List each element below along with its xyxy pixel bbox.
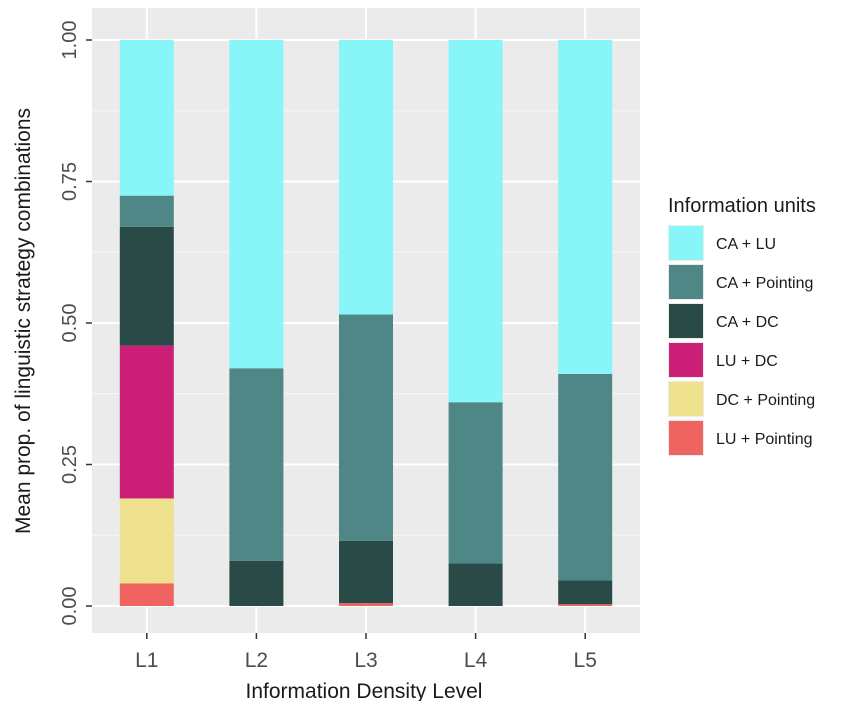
legend-label: LU + DC xyxy=(716,353,778,370)
y-tick-label: 0.75 xyxy=(59,162,81,201)
x-tick-label: L4 xyxy=(464,649,488,672)
legend-swatch xyxy=(669,265,703,299)
legend-label: CA + Pointing xyxy=(716,275,813,292)
legend-swatch xyxy=(669,421,703,455)
bar-segment xyxy=(558,373,613,581)
x-tick-label: L5 xyxy=(574,649,597,672)
bar-segment xyxy=(119,195,174,227)
bar-segment xyxy=(119,345,174,499)
legend-label: DC + Pointing xyxy=(716,392,815,409)
y-tick-label: 0.00 xyxy=(59,587,81,626)
legend-title: Information units xyxy=(668,195,816,217)
x-axis-title: Information Density Level xyxy=(246,680,483,701)
bar-segment xyxy=(229,368,284,561)
y-tick-label: 0.50 xyxy=(59,304,81,343)
bar-segment xyxy=(339,314,393,541)
x-tick-label: L3 xyxy=(354,649,377,672)
bar-segment xyxy=(448,402,503,564)
legend-swatch xyxy=(669,226,703,260)
bar-segment xyxy=(119,40,174,196)
bars xyxy=(119,40,613,606)
legend-swatch xyxy=(669,343,703,377)
legend-label: LU + Pointing xyxy=(716,431,813,448)
legend-label: CA + DC xyxy=(716,314,779,331)
legend-swatch xyxy=(669,304,703,338)
bar-segment xyxy=(229,560,284,606)
bar-segment xyxy=(229,40,284,369)
bar-segment xyxy=(558,580,613,605)
bar-segment xyxy=(339,40,393,315)
bar-segment xyxy=(448,40,503,403)
bar-segment xyxy=(558,604,613,606)
x-tick-label: L2 xyxy=(245,649,268,672)
bar-segment xyxy=(119,226,174,346)
y-axis: 0.00 0.25 0.50 0.75 1.00 xyxy=(59,21,92,626)
bar-segment xyxy=(119,498,174,584)
legend: Information units CA + LU CA + Pointing CA… xyxy=(668,195,816,456)
bar-segment xyxy=(339,603,393,606)
y-tick-label: 1.00 xyxy=(59,21,81,60)
x-tick-label: L1 xyxy=(135,649,158,672)
bar-segment xyxy=(558,40,613,374)
y-axis-title: Mean prop. of linguistic strategy combin… xyxy=(12,108,35,534)
x-axis: L1 L2 L3 L4 L5 xyxy=(135,633,597,672)
legend-swatch xyxy=(669,382,703,416)
y-tick-label: 0.25 xyxy=(59,445,81,484)
bar-segment xyxy=(119,583,174,606)
bar-segment xyxy=(448,563,503,606)
legend-label: CA + LU xyxy=(716,236,776,253)
bar-segment xyxy=(339,540,393,604)
